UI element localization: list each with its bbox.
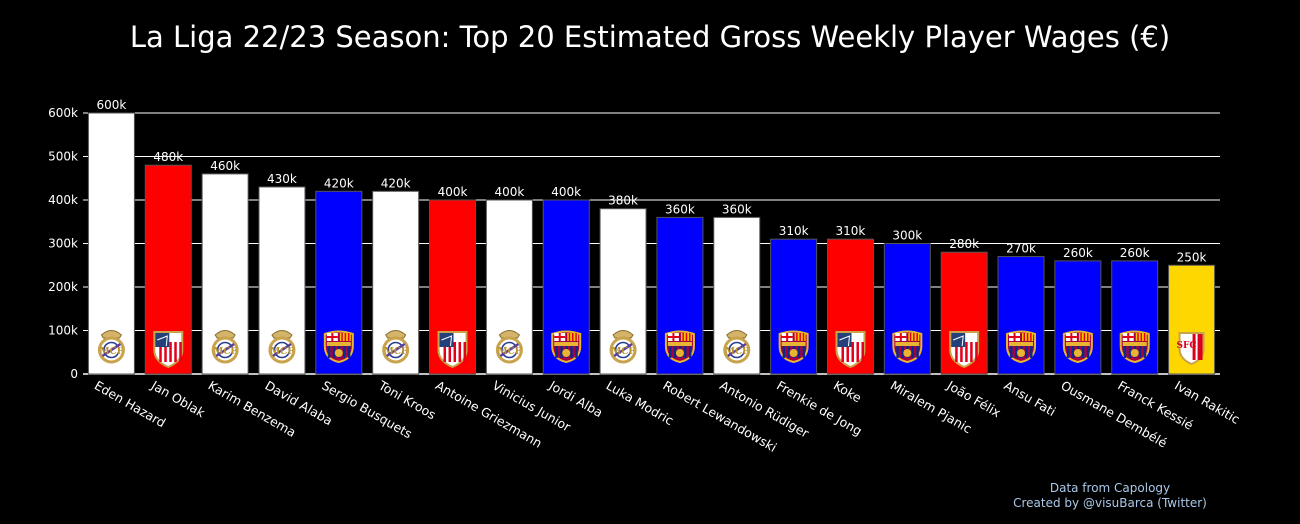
barcelona-crest-icon xyxy=(892,330,923,364)
bar-value-label: 300k xyxy=(892,229,922,243)
svg-text:MCF: MCF xyxy=(384,347,408,357)
bar-value-label: 260k xyxy=(1120,246,1150,260)
bar-value-label: 260k xyxy=(1063,246,1093,260)
bars: 600k MCF 480k 460k MCF 430k MCF 420k 420k MCF 400k… xyxy=(87,98,1216,375)
y-tick-label: 400k xyxy=(48,193,78,207)
bar-value-label: 400k xyxy=(551,185,581,199)
bar-value-label: 310k xyxy=(779,224,809,238)
bar-value-label: 600k xyxy=(96,98,126,112)
chart-title: La Liga 22/23 Season: Top 20 Estimated G… xyxy=(129,20,1171,54)
svg-text:MCF: MCF xyxy=(498,347,522,357)
y-tick-label: 100k xyxy=(48,324,78,338)
credits: Data from Capology Created by @visuBarca… xyxy=(1010,481,1210,511)
bar-value-label: 480k xyxy=(153,150,183,164)
real-madrid-crest-icon: MCF xyxy=(495,330,523,364)
x-tick-label: Ansu Fati xyxy=(1002,378,1059,419)
sevilla-crest-icon: SFC xyxy=(1177,332,1205,366)
atletico-madrid-crest-icon xyxy=(437,331,468,369)
gridlines xyxy=(83,112,1220,375)
atletico-madrid-crest-icon xyxy=(153,331,184,369)
bar-value-label: 360k xyxy=(722,202,752,216)
x-tick-label: Antoine Griezmann xyxy=(433,378,545,451)
real-madrid-crest-icon: MCF xyxy=(268,330,296,364)
y-tick-label: 500k xyxy=(48,150,78,164)
bar-value-label: 430k xyxy=(267,172,297,186)
svg-text:MCF: MCF xyxy=(725,347,749,357)
barcelona-crest-icon xyxy=(1119,330,1150,364)
svg-text:MCF: MCF xyxy=(100,347,124,357)
real-madrid-crest-icon: MCF xyxy=(211,330,239,364)
svg-text:MCF: MCF xyxy=(611,347,635,357)
bar-value-label: 400k xyxy=(494,185,524,199)
bar-value-label: 360k xyxy=(665,202,695,216)
barcelona-crest-icon xyxy=(1006,330,1037,364)
x-tick-label: Koke xyxy=(831,378,864,406)
y-tick-label: 300k xyxy=(48,237,78,251)
real-madrid-crest-icon: MCF xyxy=(97,330,125,364)
x-tick-label: Ousmane Dembélé xyxy=(1058,378,1170,451)
atletico-madrid-crest-icon xyxy=(835,331,866,369)
barcelona-crest-icon xyxy=(1062,330,1093,364)
bar-value-label: 420k xyxy=(324,176,354,190)
y-tick-label: 0 xyxy=(70,367,78,381)
credit-author: Created by @visuBarca (Twitter) xyxy=(1013,496,1207,510)
barcelona-crest-icon xyxy=(778,330,809,364)
bar-value-label: 250k xyxy=(1177,250,1207,264)
bar-value-label: 420k xyxy=(381,176,411,190)
atletico-madrid-crest-icon xyxy=(949,331,980,369)
y-tick-label: 600k xyxy=(48,106,78,120)
svg-text:SFC: SFC xyxy=(1177,341,1197,351)
bar-value-label: 400k xyxy=(438,185,468,199)
barcelona-crest-icon xyxy=(551,330,582,364)
bar-value-label: 310k xyxy=(836,224,866,238)
real-madrid-crest-icon: MCF xyxy=(609,330,637,364)
bar-value-label: 270k xyxy=(1006,242,1036,256)
bar-value-label: 280k xyxy=(949,237,979,251)
real-madrid-crest-icon: MCF xyxy=(723,330,751,364)
y-tick-label: 200k xyxy=(48,280,78,294)
real-madrid-crest-icon: MCF xyxy=(382,330,410,364)
barcelona-crest-icon xyxy=(664,330,695,364)
svg-text:MCF: MCF xyxy=(270,347,294,357)
bar-value-label: 380k xyxy=(608,194,638,208)
y-axis-ticks: 0 100k 200k 300k 400k 500k 600k xyxy=(48,106,78,381)
bar-value-label: 460k xyxy=(210,159,240,173)
credit-source: Data from Capology xyxy=(1049,481,1171,495)
svg-text:MCF: MCF xyxy=(213,347,237,357)
barcelona-crest-icon xyxy=(323,330,354,364)
